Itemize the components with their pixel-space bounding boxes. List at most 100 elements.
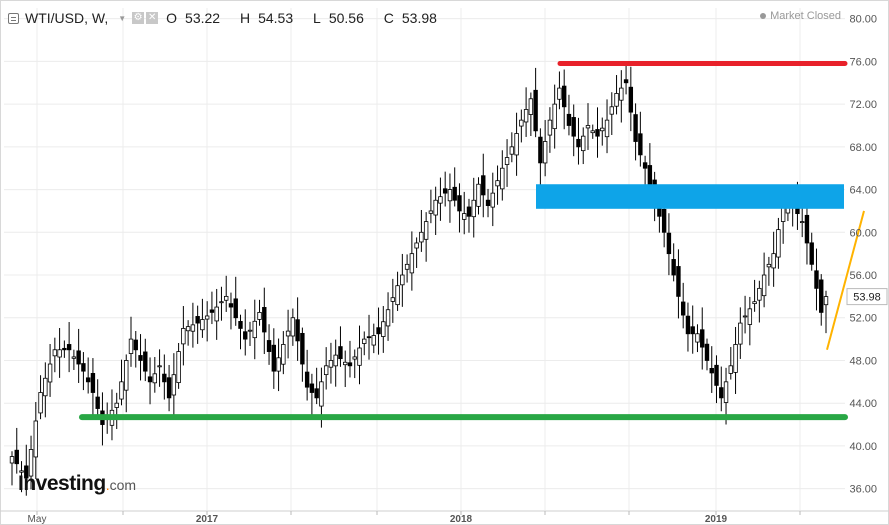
candle-body [400,274,405,286]
candle-body [771,253,776,269]
candle-body [219,301,224,304]
candle-body [71,356,77,359]
candle-body [157,365,162,368]
close-icon[interactable]: ✕ [146,12,159,24]
candle-body [390,297,396,302]
candle-body [709,368,714,374]
candle-body [76,350,81,365]
candle-body [128,338,134,354]
candle-body [647,165,653,185]
candle-body [133,339,138,351]
candle-body [419,231,424,243]
candle-body [723,381,729,403]
candle-body [338,346,343,360]
candle-body [495,180,500,187]
candle-body [271,344,277,372]
candle-body [347,362,353,367]
candle-body [742,315,748,318]
candle-body [366,336,372,339]
candle-body [604,119,610,138]
y-tick-label: 36.00 [849,484,877,496]
candle-body [404,263,410,270]
y-tick-label: 72.00 [849,99,877,111]
candle-body [509,146,515,155]
candle-body [62,347,67,351]
candle-body [262,307,267,333]
candle-body [385,309,391,327]
resistance-zone[interactable] [536,184,844,209]
candle-body [371,335,376,346]
candle-body [504,157,510,165]
candle-body [514,133,519,156]
y-tick-label: 64.00 [849,185,877,197]
high-value: 54.53 [258,10,294,26]
y-tick-label: 76.00 [849,56,877,68]
candle-body [257,312,262,320]
candle-body [700,329,705,348]
x-tick-label: May [28,514,47,525]
settings-icon[interactable]: ⚙ [132,12,145,24]
candle-body [728,365,733,374]
candle-body [814,270,819,289]
candle-body [799,221,805,224]
candle-body [14,449,19,465]
symbol-label[interactable]: WTI/USD, W, [25,10,109,26]
y-tick-label: 44.00 [849,398,877,410]
candle-body [481,175,486,196]
candle-body [571,117,576,137]
candle-body [281,344,286,365]
candle-body [195,316,200,324]
candle-body [671,259,676,276]
candle-body [557,87,562,100]
candle-body [328,360,334,368]
candle-body [143,351,148,372]
candle-body [747,308,753,325]
candle-body [433,199,438,216]
candle-body [447,189,453,202]
candle-body [619,87,624,101]
candle-body [185,326,191,332]
candle-body [209,309,215,313]
candle-body [523,109,529,123]
candle-body [462,213,467,220]
candle-body [52,349,58,357]
candle-body [776,229,781,258]
candle-body [695,333,700,343]
candle-body [362,338,367,344]
candle-body [300,332,305,365]
trend-line[interactable] [826,210,865,351]
y-tick-label: 40.00 [849,441,877,453]
candle-body [533,89,538,132]
close-value: 53.98 [401,10,437,26]
candle-body [757,287,762,301]
candle-body [238,321,243,329]
candle-body [357,347,362,366]
candle-body [162,373,167,383]
candle-body [500,167,505,190]
candle-body [595,129,600,137]
candlestick-series [9,64,829,496]
candle-body [542,141,548,164]
candle-body [166,377,172,399]
candle-body [190,324,196,332]
candle-body [414,242,419,249]
candle-body [719,387,724,399]
candle-body [442,188,448,194]
candle-body [90,373,96,393]
y-tick-label: 52.00 [849,313,877,325]
candle-body [761,274,767,297]
ohlc-values: O 53.22 H 54.53 L 50.56 C 53.98 [166,10,437,26]
candle-body [438,196,443,204]
collapse-icon[interactable] [8,12,19,24]
chart-annotations [79,61,865,421]
candle-body [676,266,681,297]
candle-body [547,119,553,136]
candle-body [766,263,772,268]
candle-body [33,420,39,458]
market-status: Market Closed [760,10,841,22]
candle-body [452,186,457,201]
candle-body [352,356,357,360]
chevron-down-icon[interactable]: ▼ [118,13,127,23]
